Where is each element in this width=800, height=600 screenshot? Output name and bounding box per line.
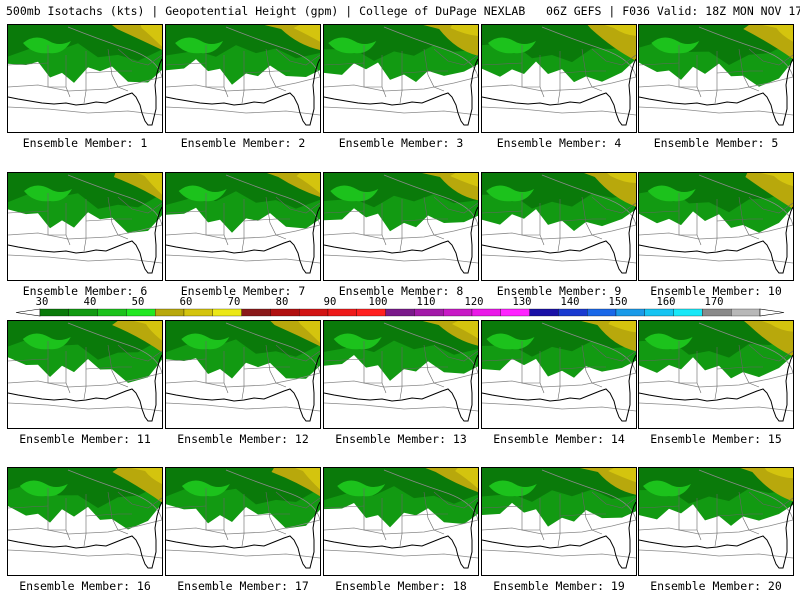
ensemble-member-map [165, 467, 321, 576]
ensemble-member-label: Ensemble Member: 3 [338, 136, 464, 150]
ensemble-member-map [638, 320, 794, 429]
colorbar-tick-label: 140 [560, 296, 580, 308]
colorbar-tick-label: 30 [35, 296, 49, 308]
colorbar-swatch [587, 308, 617, 317]
ensemble-member-map [481, 24, 637, 133]
ensemble-member-map [638, 172, 794, 281]
map-title: 500mb Isotachs (kts) | Geopotential Heig… [6, 4, 800, 18]
ensemble-member-label: Ensemble Member: 13 [335, 432, 467, 446]
ensemble-member-map [481, 320, 637, 429]
colorbar-swatch [327, 308, 357, 317]
colorbar-tick-label: 60 [179, 296, 193, 308]
ensemble-member-label: Ensemble Member: 19 [493, 579, 625, 593]
ensemble-member-label: Ensemble Member: 8 [338, 284, 464, 298]
colorbar-swatch [414, 308, 444, 317]
ensemble-member-map [7, 172, 163, 281]
ensemble-member-map [7, 320, 163, 429]
colorbar-tick-label: 170 [704, 296, 724, 308]
ensemble-member-label: Ensemble Member: 12 [177, 432, 309, 446]
colorbar-swatch [702, 308, 732, 317]
colorbar-swatch [183, 308, 213, 317]
colorbar [15, 308, 785, 317]
ensemble-member-map [481, 172, 637, 281]
ensemble-member-map [7, 467, 163, 576]
ensemble-member-map [165, 320, 321, 429]
colorbar-tick-label: 40 [83, 296, 97, 308]
colorbar-tick-label: 90 [323, 296, 337, 308]
colorbar-swatch [241, 308, 271, 317]
ensemble-member-label: Ensemble Member: 17 [177, 579, 309, 593]
colorbar-labels: 30 40 50 60 70 80 90 100 110 120 130 140 150 160 170 [0, 296, 800, 308]
colorbar-tick-label: 120 [464, 296, 484, 308]
ensemble-member-map [638, 24, 794, 133]
colorbar-tick-label: 160 [656, 296, 676, 308]
colorbar-swatch [558, 308, 588, 317]
ensemble-member-map [481, 467, 637, 576]
ensemble-member-label: Ensemble Member: 4 [496, 136, 622, 150]
colorbar-tick-label: 100 [368, 296, 388, 308]
colorbar-swatch [212, 308, 242, 317]
ensemble-member-label: Ensemble Member: 2 [180, 136, 306, 150]
colorbar-left-arrow [15, 308, 41, 317]
ensemble-member-label: Ensemble Member: 5 [653, 136, 779, 150]
ensemble-member-label: Ensemble Member: 15 [650, 432, 782, 446]
colorbar-swatch [299, 308, 329, 317]
colorbar-swatch [68, 308, 98, 317]
colorbar-swatch [39, 308, 69, 317]
colorbar-tick-label: 70 [227, 296, 241, 308]
colorbar-swatch [126, 308, 156, 317]
ensemble-member-label: Ensemble Member: 9 [496, 284, 622, 298]
ensemble-member-map [165, 24, 321, 133]
colorbar-tick-label: 110 [416, 296, 436, 308]
colorbar-tick-label: 50 [131, 296, 145, 308]
colorbar-swatch [500, 308, 530, 317]
colorbar-swatch [270, 308, 300, 317]
colorbar-right-arrow [759, 308, 785, 317]
ensemble-member-label: Ensemble Member: 10 [650, 284, 782, 298]
colorbar-swatch [731, 308, 761, 317]
colorbar-swatch [644, 308, 674, 317]
ensemble-member-label: Ensemble Member: 6 [22, 284, 148, 298]
colorbar-tick-label: 150 [608, 296, 628, 308]
colorbar-swatch [356, 308, 386, 317]
colorbar-swatch [615, 308, 645, 317]
ensemble-member-map [323, 467, 479, 576]
ensemble-member-label: Ensemble Member: 11 [19, 432, 151, 446]
ensemble-member-map [165, 172, 321, 281]
ensemble-member-label: Ensemble Member: 20 [650, 579, 782, 593]
ensemble-member-label: Ensemble Member: 14 [493, 432, 625, 446]
colorbar-swatch [443, 308, 473, 317]
colorbar-swatch [155, 308, 185, 317]
colorbar-swatch [385, 308, 415, 317]
ensemble-member-label: Ensemble Member: 7 [180, 284, 306, 298]
colorbar-tick-label: 130 [512, 296, 532, 308]
colorbar-swatch [97, 308, 127, 317]
ensemble-member-map [323, 320, 479, 429]
colorbar-swatch [471, 308, 501, 317]
colorbar-swatch [673, 308, 703, 317]
ensemble-member-map [323, 24, 479, 133]
ensemble-member-label: Ensemble Member: 1 [22, 136, 148, 150]
ensemble-member-map [7, 24, 163, 133]
ensemble-member-label: Ensemble Member: 16 [19, 579, 151, 593]
ensemble-member-map [638, 467, 794, 576]
colorbar-tick-label: 80 [275, 296, 289, 308]
ensemble-member-label: Ensemble Member: 18 [335, 579, 467, 593]
colorbar-swatch [529, 308, 559, 317]
ensemble-member-map [323, 172, 479, 281]
